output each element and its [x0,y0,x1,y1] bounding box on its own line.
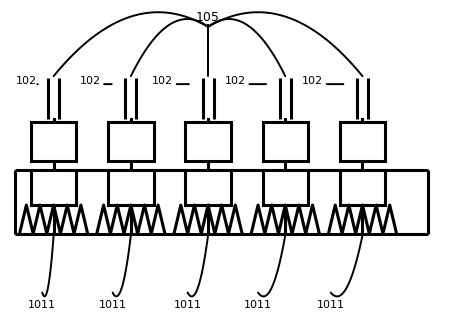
Text: 102: 102 [16,76,37,86]
Text: 1011: 1011 [99,300,127,310]
Text: 1011: 1011 [317,300,345,310]
Text: 1011: 1011 [244,300,272,310]
Text: 105: 105 [196,11,220,24]
Text: 102: 102 [152,76,173,86]
Text: 102: 102 [225,76,246,86]
Bar [186,122,231,160]
Bar [263,122,308,160]
Bar [340,122,385,160]
Text: 1011: 1011 [28,300,56,310]
Bar [31,122,76,160]
Text: 102: 102 [80,76,101,86]
Text: 102: 102 [302,76,323,86]
Text: 1011: 1011 [174,300,202,310]
Bar [108,122,154,160]
